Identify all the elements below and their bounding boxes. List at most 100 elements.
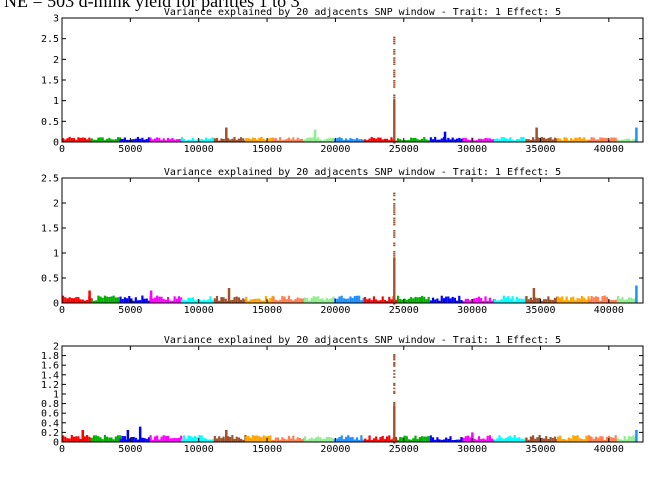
bar <box>513 300 516 303</box>
y-tick-label: 2 <box>53 199 59 210</box>
bar <box>81 430 85 442</box>
bar <box>394 140 397 142</box>
peak-bar <box>393 49 396 51</box>
bar <box>75 436 78 442</box>
bar <box>370 439 373 442</box>
bar <box>471 432 474 442</box>
bar <box>377 439 380 442</box>
bar <box>460 437 463 442</box>
bar <box>169 300 172 303</box>
bar <box>458 439 461 442</box>
bar <box>619 439 622 442</box>
bar <box>388 435 391 442</box>
bar <box>535 127 538 142</box>
bar <box>570 438 573 442</box>
peak-bar <box>393 303 396 305</box>
bar <box>237 138 240 142</box>
bar <box>394 299 397 303</box>
bar <box>325 138 329 142</box>
bar <box>496 300 499 303</box>
y-tick-label: 0.8 <box>41 399 59 410</box>
bar <box>314 296 318 303</box>
bar <box>196 437 199 442</box>
bar <box>233 297 236 303</box>
bar <box>399 139 402 142</box>
bar <box>599 436 602 442</box>
bar <box>396 439 400 442</box>
y-tick-label: 0.6 <box>41 409 59 420</box>
bar <box>366 439 369 442</box>
bar <box>469 140 472 142</box>
bar <box>247 300 250 303</box>
bar <box>490 300 494 303</box>
peak-bar <box>393 234 396 236</box>
bar <box>147 300 151 303</box>
bar <box>114 436 117 442</box>
bar <box>68 297 71 303</box>
x-tick-label: 15000 <box>252 444 282 455</box>
bar <box>370 136 373 142</box>
bar <box>253 298 257 303</box>
bar <box>500 137 503 142</box>
bar <box>106 138 109 142</box>
bar <box>283 296 286 303</box>
x-tick-label: 30000 <box>457 305 487 316</box>
peak-bar <box>393 373 396 375</box>
bar <box>296 137 299 142</box>
bar <box>617 139 620 142</box>
y-tick-label: 3 <box>53 14 59 25</box>
bar <box>407 140 411 142</box>
bar <box>559 138 562 142</box>
bar <box>101 297 104 303</box>
bar <box>511 296 514 303</box>
bar <box>451 296 454 303</box>
bar <box>125 298 129 303</box>
bar <box>134 437 137 442</box>
bar <box>556 296 560 303</box>
y-tick-label: 0 <box>53 438 59 449</box>
bar <box>580 296 584 303</box>
bar <box>119 438 122 442</box>
bar <box>364 139 367 142</box>
bar <box>145 438 148 442</box>
bar <box>330 138 333 142</box>
bar <box>603 295 606 303</box>
bar <box>147 437 151 442</box>
bar <box>590 436 593 442</box>
bar <box>225 430 228 442</box>
bar <box>300 138 304 142</box>
bar <box>549 137 552 142</box>
bar <box>231 138 234 142</box>
bar <box>344 298 348 303</box>
bar <box>101 137 104 142</box>
bar <box>561 438 564 442</box>
bar <box>112 439 115 442</box>
bar <box>563 137 566 142</box>
bar <box>116 435 120 442</box>
y-tick-label: 2.5 <box>41 34 59 45</box>
bar <box>453 297 456 303</box>
bar <box>194 140 197 142</box>
bar <box>556 436 560 442</box>
peak-bar <box>393 392 396 394</box>
bar <box>108 137 111 142</box>
bar <box>431 437 435 442</box>
y-tick-label: 0.4 <box>41 418 59 429</box>
bar <box>344 138 348 142</box>
bar <box>513 140 516 142</box>
bar <box>375 138 378 142</box>
bar <box>453 139 456 142</box>
bar <box>292 435 295 442</box>
bar <box>99 137 102 142</box>
bar <box>603 439 606 442</box>
bar <box>166 435 170 442</box>
bar <box>183 138 186 142</box>
peak-bar <box>393 402 396 404</box>
bar <box>572 296 575 303</box>
bar <box>486 435 489 442</box>
bar <box>427 296 430 303</box>
bar <box>583 297 586 303</box>
bar <box>312 296 315 303</box>
bar <box>355 437 359 442</box>
